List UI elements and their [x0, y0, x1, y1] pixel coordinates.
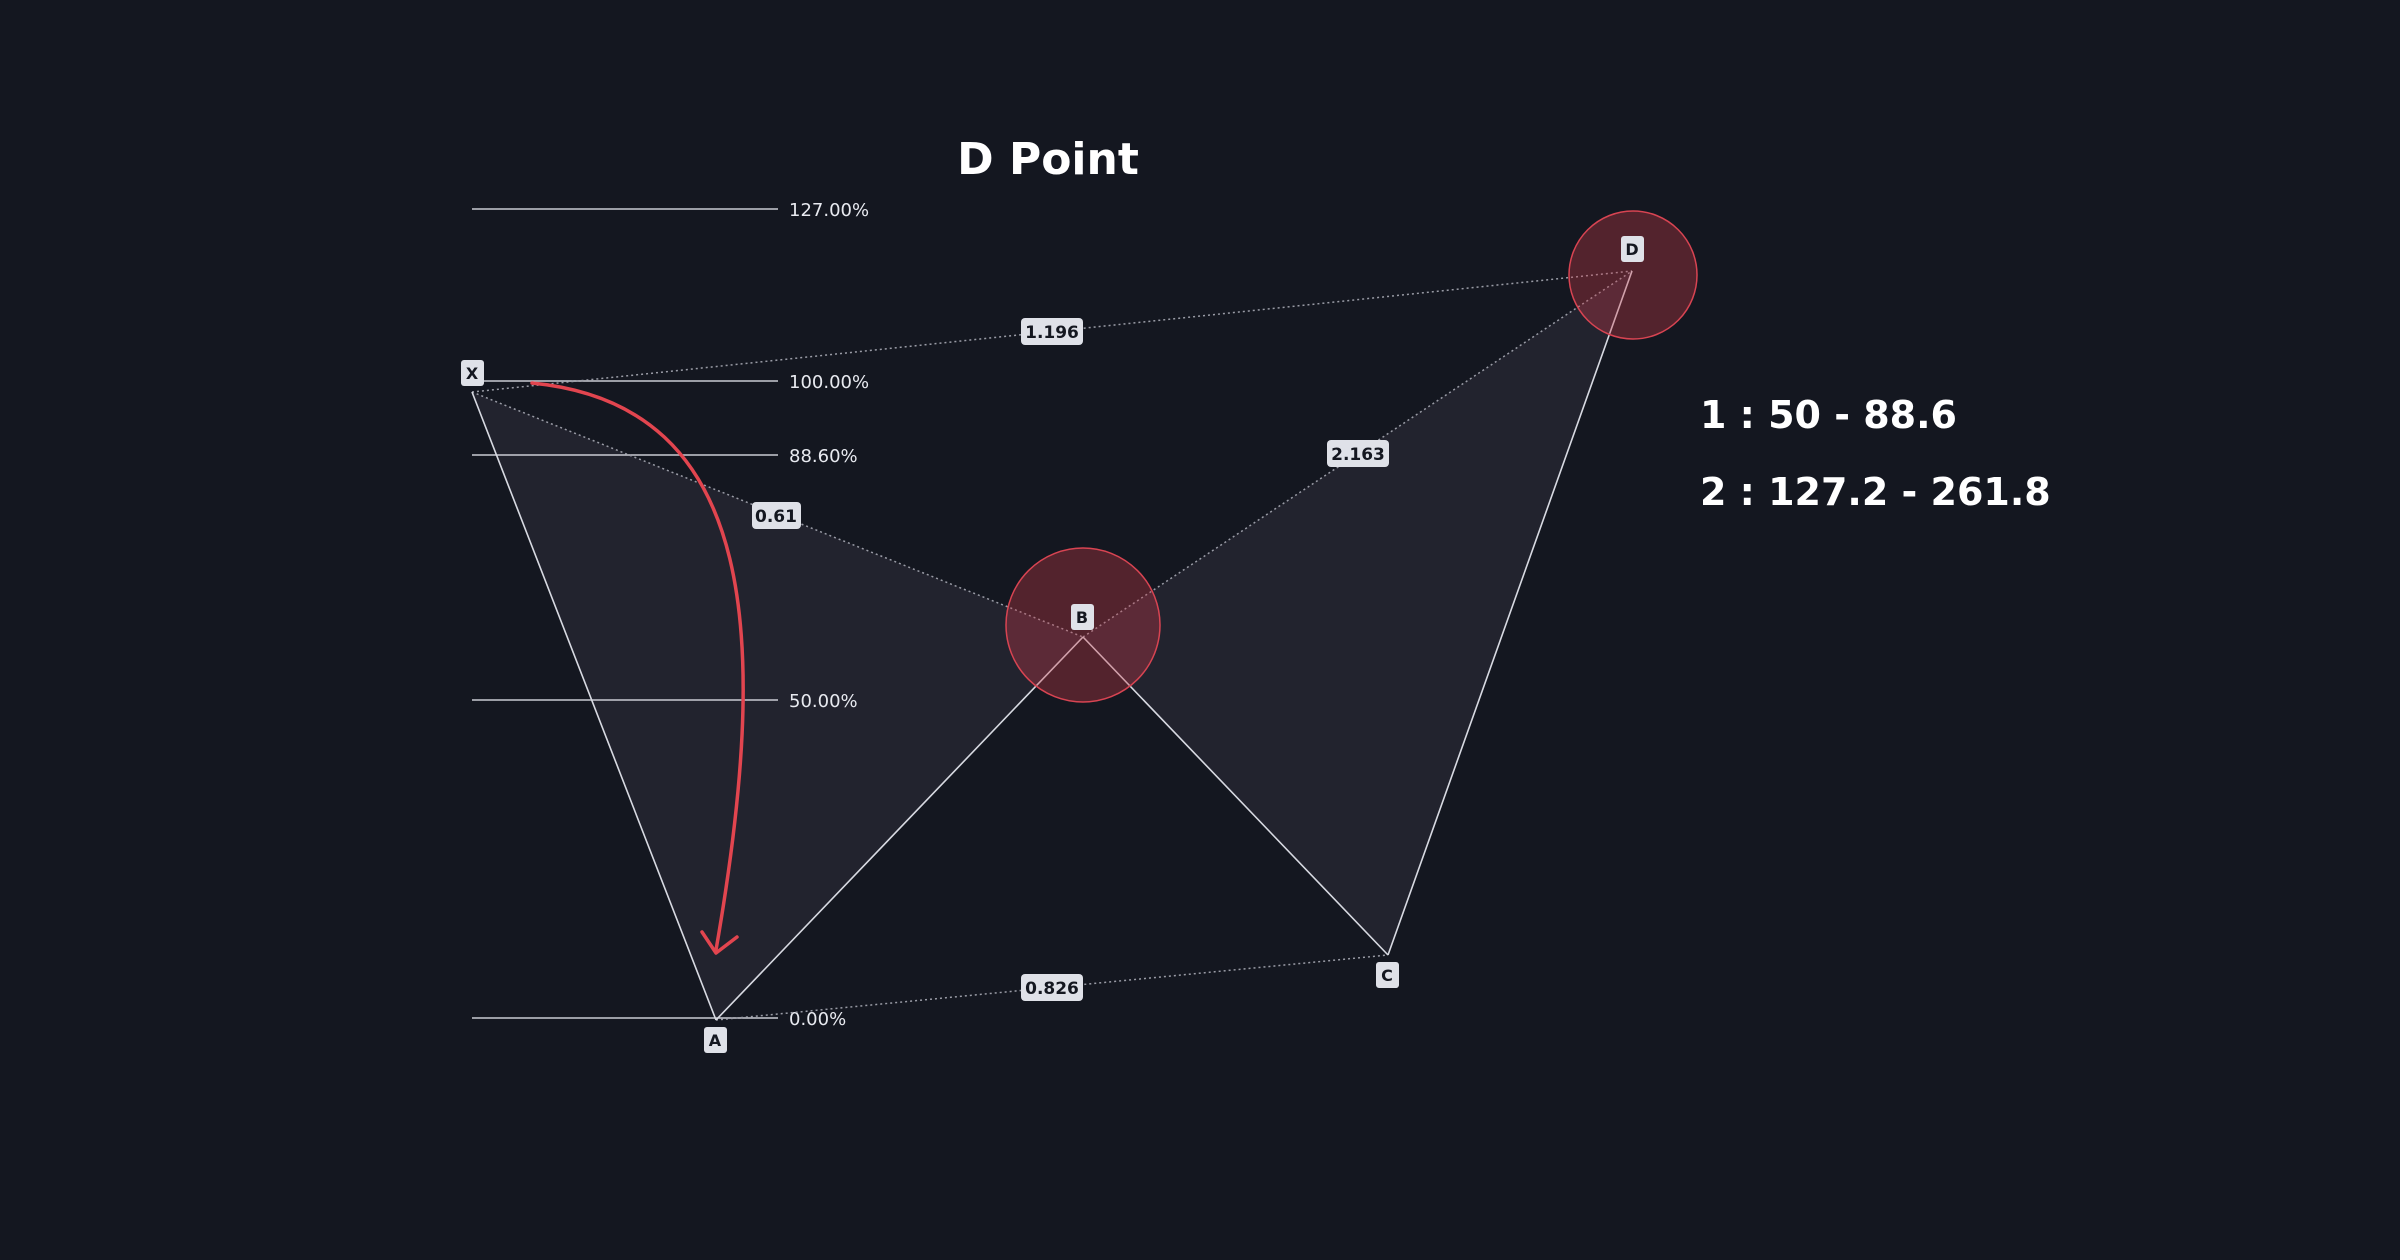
ratio-badge-bd: 2.163 — [1327, 440, 1389, 467]
ratio-badge-ac: 0.826 — [1021, 974, 1083, 1001]
leg-cd — [1387, 270, 1633, 956]
curved-arrow-icon — [530, 381, 745, 955]
fib-label-127: 127.00% — [789, 200, 869, 221]
ratio-connectors — [471, 270, 1633, 1021]
fib-levels: 127.00% 100.00% 88.60% 50.00% 0.00% — [472, 200, 869, 1030]
svg-text:A: A — [709, 1031, 722, 1050]
point-label-d: D — [1621, 236, 1644, 262]
svg-text:D: D — [1625, 240, 1638, 259]
leg-ab — [715, 636, 1084, 1021]
leg-bc — [1082, 636, 1389, 956]
arrow-head — [700, 930, 739, 955]
svg-text:0.61: 0.61 — [755, 507, 797, 527]
connector-xd — [471, 270, 1633, 393]
svg-text:0.826: 0.826 — [1025, 979, 1079, 999]
point-label-c: C — [1376, 962, 1399, 988]
point-label-b: B — [1071, 604, 1094, 630]
svg-text:B: B — [1076, 608, 1088, 627]
xab-triangle-fill — [472, 392, 1083, 1020]
leg-xa — [471, 391, 717, 1021]
svg-text:X: X — [466, 364, 479, 383]
fib-label-100: 100.00% — [789, 372, 869, 393]
pattern-legs — [471, 270, 1633, 1021]
arrow-curve — [530, 381, 745, 952]
ratio-badge-xb: 0.61 — [752, 502, 801, 529]
page-title: D Point — [957, 134, 1139, 185]
d-zone-circle — [1568, 210, 1698, 340]
ratio-badge-xd: 1.196 — [1021, 318, 1083, 345]
fib-label-886: 88.60% — [789, 446, 858, 467]
fib-label-50: 50.00% — [789, 691, 858, 712]
point-label-a: A — [704, 1027, 727, 1053]
point-label-x: X — [461, 360, 484, 386]
range-line-2: 2 : 127.2 - 261.8 — [1700, 470, 2051, 514]
bcd-triangle-fill — [1083, 271, 1632, 955]
svg-text:2.163: 2.163 — [1331, 445, 1385, 465]
svg-text:1.196: 1.196 — [1025, 323, 1079, 343]
svg-text:C: C — [1381, 966, 1393, 985]
range-line-1: 1 : 50 - 88.6 — [1700, 393, 1957, 437]
fib-label-0: 0.00% — [789, 1009, 846, 1030]
